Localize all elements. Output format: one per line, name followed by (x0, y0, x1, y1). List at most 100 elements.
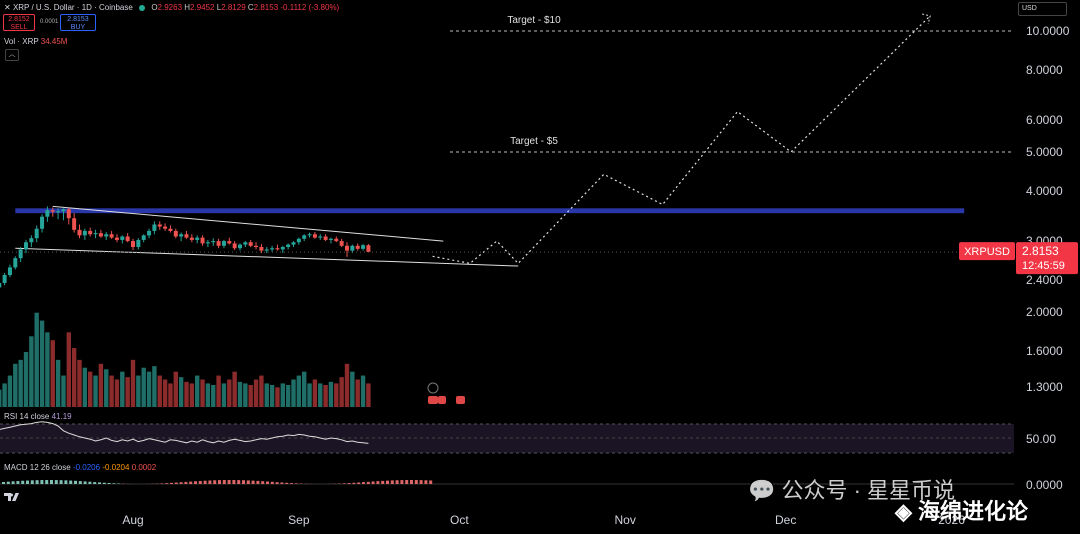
macd-histogram-bar (285, 482, 289, 484)
volume-bar (18, 359, 23, 407)
candle (254, 245, 259, 247)
volume-bar (130, 359, 136, 407)
macd-histogram-bar (294, 483, 298, 484)
macd-histogram-bar (290, 483, 293, 484)
volume-bar (232, 371, 237, 407)
volume-bar (39, 320, 45, 407)
candle (355, 245, 360, 249)
macd-histogram-bar (232, 480, 236, 484)
volume-bar (71, 348, 77, 407)
market-status-icon (139, 4, 146, 11)
macd-histogram-bar (40, 480, 44, 484)
y-axis-tick: 2.4000 (1026, 273, 1063, 287)
volume-bar (50, 340, 55, 407)
candle (179, 234, 184, 237)
volume-bar (141, 367, 146, 407)
candle (77, 229, 82, 236)
volume-bar (350, 371, 355, 407)
candle (195, 237, 200, 240)
candle (307, 234, 312, 236)
candle (0, 282, 2, 288)
candle (361, 245, 366, 249)
x-axis-tick: Sep (288, 513, 310, 527)
macd-histogram-bar (376, 481, 380, 484)
volume-bar (237, 381, 243, 407)
candle (168, 228, 173, 231)
currency-select[interactable]: USD (1018, 2, 1067, 16)
candle (275, 248, 280, 250)
macd-value-1: -0.0206 (72, 463, 101, 472)
candle (323, 236, 328, 240)
candle (88, 230, 93, 235)
x-axis-tick: Dec (775, 513, 796, 527)
volume-bar (88, 371, 93, 407)
volume-bar (45, 332, 50, 407)
candle (56, 211, 61, 213)
volume-bar (82, 367, 88, 407)
volume-bar (61, 375, 66, 407)
x-axis-tick: Nov (615, 513, 636, 527)
volume-bar (7, 375, 13, 407)
candle (40, 216, 45, 229)
volume-bar (120, 371, 125, 407)
volume-bar (98, 363, 104, 407)
macd-histogram-bar (246, 480, 250, 484)
macd-histogram-bar (251, 480, 255, 484)
macd-histogram-bar (342, 483, 346, 484)
price-badge (1016, 242, 1078, 275)
ohlc-close-label: C (247, 3, 254, 12)
macd-histogram-bar (6, 481, 10, 484)
candle (2, 275, 7, 283)
macd-histogram-bar (16, 481, 20, 484)
volume-bar (29, 336, 34, 407)
sell-label: SELL (10, 24, 28, 31)
y-axis-tick: 1.6000 (1026, 344, 1063, 358)
macd-histogram-bar (203, 480, 207, 484)
symbol-badge-text: XRPUSD (964, 246, 1010, 258)
macd-histogram-bar (184, 481, 188, 484)
chevron-up-icon[interactable]: ︿ (5, 49, 19, 61)
candle (350, 245, 355, 251)
close-icon[interactable]: ✕ (4, 3, 11, 12)
macd-histogram-bar (218, 480, 221, 484)
candle (163, 226, 168, 229)
volume-bar (307, 383, 312, 407)
macd-histogram-bar (64, 480, 68, 484)
candle (120, 236, 125, 240)
volume-bar (312, 379, 318, 407)
macd-histogram-bar (429, 480, 433, 484)
volume-bar (302, 371, 307, 407)
macd-histogram-bar (386, 480, 389, 484)
candle (205, 242, 210, 244)
volume-bar (200, 379, 205, 407)
candle (18, 249, 23, 259)
volume-bar (243, 383, 248, 407)
candle (141, 235, 146, 240)
candle (200, 237, 205, 244)
macd-histogram-bar (54, 480, 58, 484)
volume-bar (216, 375, 221, 407)
volume-bar (109, 375, 114, 407)
candle (147, 230, 152, 236)
macd-histogram-bar (270, 481, 274, 484)
sell-button[interactable]: 2.8152 SELL (3, 14, 35, 31)
candle (50, 210, 55, 212)
buy-button[interactable]: 2.8153 BUY (60, 14, 96, 31)
resistance-zone (15, 208, 965, 214)
tradingview-logo[interactable] (4, 492, 22, 502)
candle (24, 242, 28, 250)
volume-bar (280, 383, 285, 407)
volume-bar (211, 385, 216, 407)
macd-histogram-bar (165, 483, 169, 484)
macd-histogram-bar (237, 480, 241, 484)
candle (366, 245, 371, 252)
volume-bar (184, 381, 189, 407)
macd-histogram-bar (347, 483, 351, 484)
macd-histogram-bar (78, 481, 82, 484)
volume-bar (157, 375, 162, 407)
x-axis-tick: Aug (122, 513, 143, 527)
candle (243, 242, 248, 245)
candle (136, 239, 141, 247)
volume-bar (34, 312, 39, 407)
